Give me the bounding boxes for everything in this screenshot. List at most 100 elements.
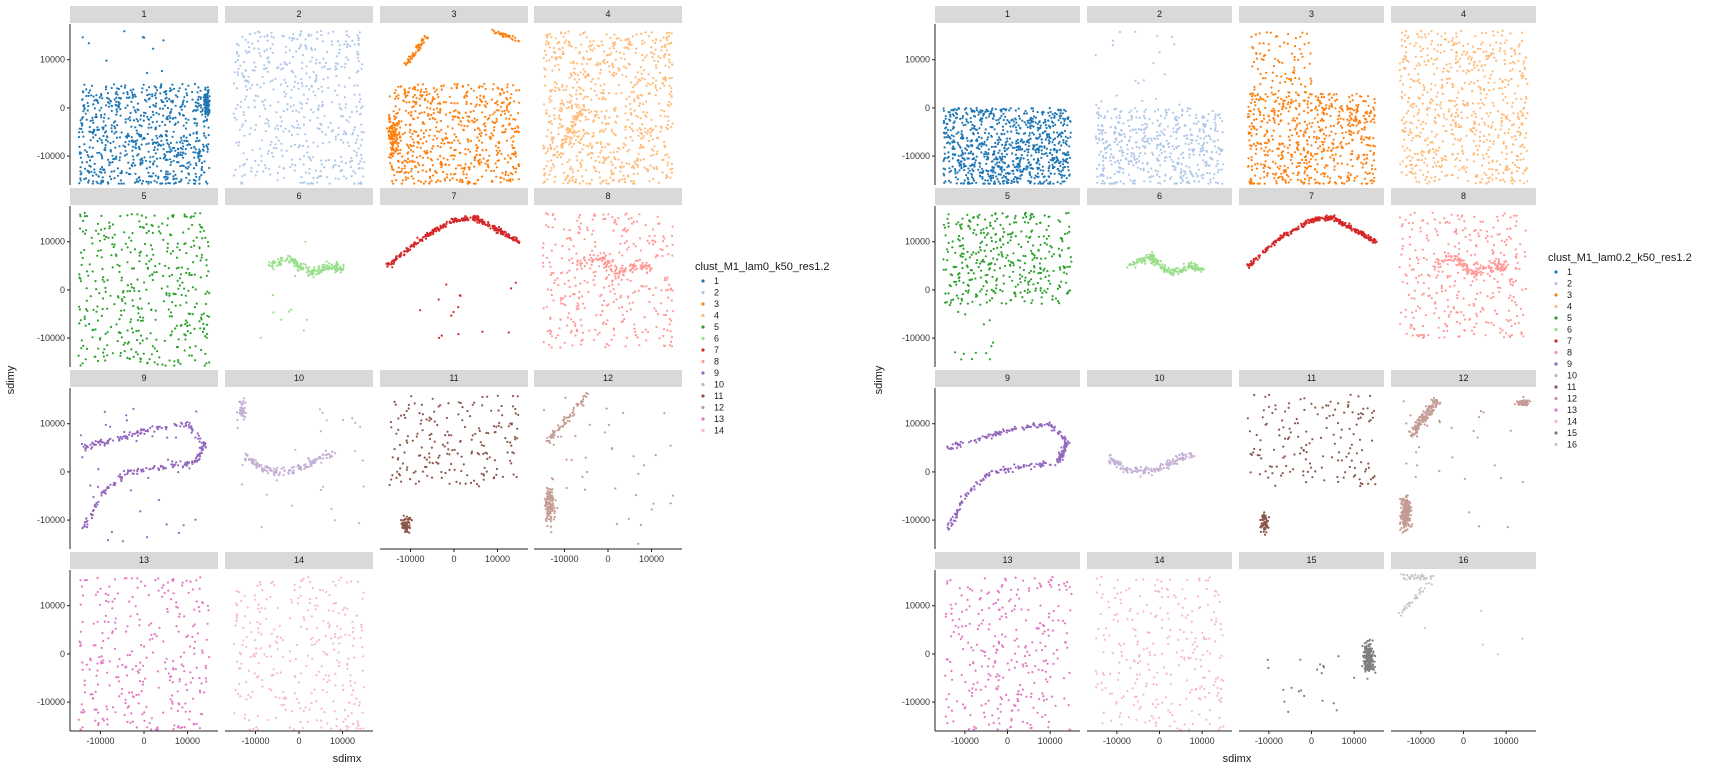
data-point xyxy=(556,156,559,159)
data-point xyxy=(239,105,242,108)
data-point xyxy=(87,105,90,108)
data-point xyxy=(101,278,104,281)
data-point xyxy=(244,38,247,41)
data-point xyxy=(506,83,509,86)
data-point xyxy=(397,160,400,163)
data-point xyxy=(582,58,586,61)
data-point xyxy=(548,33,552,36)
data-point xyxy=(183,287,186,290)
data-point xyxy=(198,223,201,226)
data-point xyxy=(509,236,512,240)
data-point xyxy=(495,166,498,169)
data-point xyxy=(412,150,415,153)
data-point xyxy=(321,130,324,133)
data-point xyxy=(561,244,564,248)
data-point xyxy=(121,299,124,303)
data-point xyxy=(563,228,566,231)
data-point xyxy=(569,318,573,321)
data-point xyxy=(603,50,606,53)
data-point xyxy=(338,84,341,87)
data-point xyxy=(91,174,94,177)
data-point xyxy=(428,177,432,180)
data-point xyxy=(103,227,106,230)
data-point xyxy=(108,175,111,178)
data-point xyxy=(279,125,282,128)
data-point xyxy=(109,142,112,145)
data-point xyxy=(96,140,99,143)
data-point xyxy=(568,140,572,143)
data-point xyxy=(499,33,502,36)
data-point xyxy=(508,117,511,120)
data-point xyxy=(634,76,637,79)
data-point xyxy=(176,242,179,245)
data-point xyxy=(491,88,494,91)
data-point xyxy=(357,182,360,185)
data-point xyxy=(430,159,433,162)
data-point xyxy=(151,95,154,98)
data-point xyxy=(92,95,95,98)
data-point xyxy=(292,71,295,74)
data-point xyxy=(569,331,573,334)
data-point xyxy=(568,229,571,232)
data-point xyxy=(415,243,418,246)
data-point xyxy=(565,176,568,179)
data-point xyxy=(361,105,364,108)
data-point xyxy=(656,150,659,153)
data-point xyxy=(165,172,168,176)
data-point xyxy=(102,276,105,279)
data-point xyxy=(655,167,659,171)
data-point xyxy=(511,178,514,181)
data-point xyxy=(633,268,636,271)
data-point xyxy=(635,33,638,36)
data-point xyxy=(310,48,313,51)
data-point xyxy=(160,69,164,73)
data-point xyxy=(476,221,479,224)
data-point xyxy=(426,36,429,39)
data-point xyxy=(151,138,154,141)
data-point xyxy=(147,230,150,233)
data-point xyxy=(77,354,80,357)
data-point xyxy=(626,118,629,121)
data-point xyxy=(327,32,330,35)
data-point xyxy=(439,119,443,122)
data-point xyxy=(336,62,339,65)
data-point xyxy=(113,177,116,180)
data-point xyxy=(449,146,452,149)
data-point xyxy=(418,164,421,167)
data-point xyxy=(181,83,184,86)
data-point xyxy=(79,364,82,367)
data-point xyxy=(493,224,496,228)
data-point xyxy=(488,154,491,157)
data-point xyxy=(613,292,616,295)
data-point xyxy=(549,89,552,92)
data-point xyxy=(582,73,585,76)
data-point xyxy=(627,47,630,51)
data-point xyxy=(425,152,428,155)
data-point xyxy=(88,125,91,129)
data-point xyxy=(401,161,404,164)
data-point xyxy=(597,116,600,119)
data-point xyxy=(206,240,209,244)
data-point xyxy=(204,88,207,91)
data-point xyxy=(290,133,293,137)
data-point xyxy=(654,125,658,128)
data-point xyxy=(404,176,407,179)
data-point xyxy=(566,324,569,327)
data-point xyxy=(625,162,628,165)
data-point xyxy=(350,159,354,162)
data-point xyxy=(666,164,669,167)
data-point xyxy=(133,181,136,184)
data-point xyxy=(412,96,415,99)
data-point xyxy=(334,135,337,138)
data-point xyxy=(101,126,104,129)
data-point xyxy=(299,266,302,269)
data-point xyxy=(166,116,169,119)
data-point xyxy=(655,89,659,92)
data-point xyxy=(485,169,488,172)
data-point xyxy=(624,267,627,270)
data-point xyxy=(110,531,113,534)
data-point xyxy=(257,47,260,51)
data-point xyxy=(581,148,584,151)
data-point xyxy=(206,148,209,151)
data-point xyxy=(101,180,105,183)
